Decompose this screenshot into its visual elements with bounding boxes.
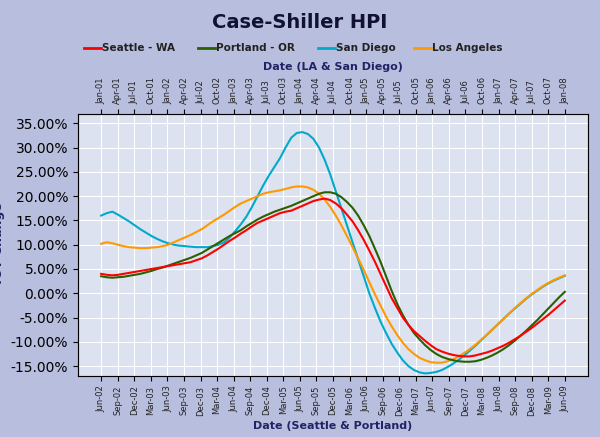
- Y-axis label: YOY Change: YOY Change: [0, 202, 5, 287]
- Text: Portland - OR: Portland - OR: [216, 43, 295, 53]
- X-axis label: Date (Seattle & Portland): Date (Seattle & Portland): [253, 421, 413, 431]
- Text: Case-Shiller HPI: Case-Shiller HPI: [212, 13, 388, 32]
- Text: San Diego: San Diego: [336, 43, 396, 53]
- Text: Seattle - WA: Seattle - WA: [102, 43, 175, 53]
- X-axis label: Date (LA & San Diego): Date (LA & San Diego): [263, 62, 403, 72]
- Text: Los Angeles: Los Angeles: [432, 43, 503, 53]
